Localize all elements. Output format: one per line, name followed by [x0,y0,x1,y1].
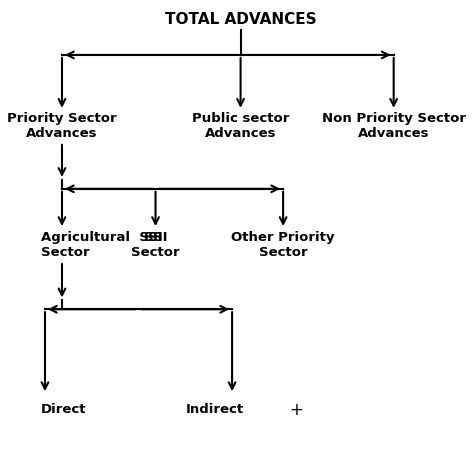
Text: Public sector
Advances: Public sector Advances [192,112,289,141]
Text: Direct: Direct [41,403,86,416]
Text: +: + [289,401,303,418]
Text: Other Priority
Sector: Other Priority Sector [231,231,335,259]
Text: Priority Sector
Advances: Priority Sector Advances [7,112,117,141]
Text: Agricultural  SSI
Sector: Agricultural SSI Sector [41,231,163,259]
Text: Non Priority Sector
Advances: Non Priority Sector Advances [322,112,465,141]
Text: Indirect: Indirect [186,403,244,416]
Text: SSI
Sector: SSI Sector [131,231,180,259]
Text: TOTAL ADVANCES: TOTAL ADVANCES [165,12,317,27]
